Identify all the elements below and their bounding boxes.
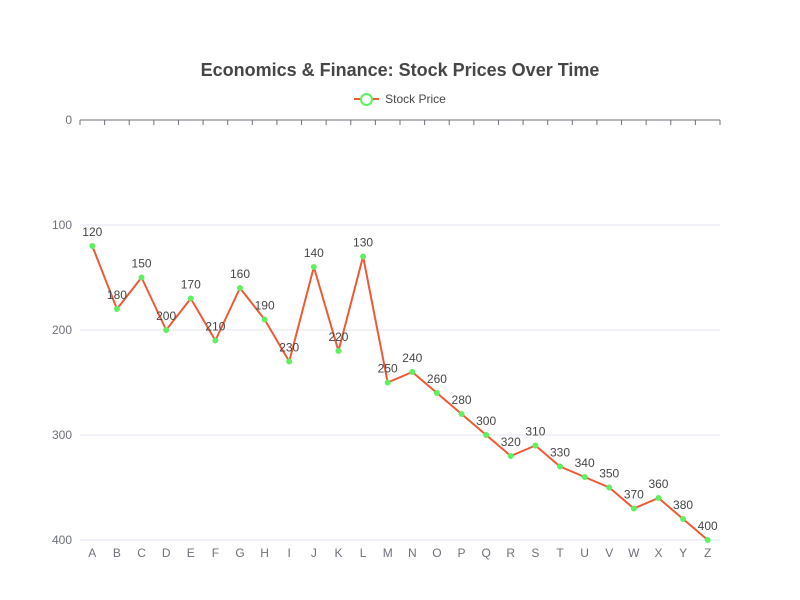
data-label: 260	[427, 372, 447, 386]
x-tick-label: Q	[481, 546, 490, 560]
x-tick-label: R	[506, 546, 515, 560]
legend-dot-icon	[360, 93, 374, 106]
x-tick-label: Y	[679, 546, 687, 560]
data-label: 280	[452, 393, 472, 407]
y-tick-label: 400	[52, 533, 72, 547]
data-point	[384, 379, 391, 386]
data-point	[606, 484, 613, 491]
data-label: 150	[132, 257, 152, 271]
x-tick-label: G	[235, 546, 244, 560]
data-label: 170	[181, 278, 201, 292]
data-point	[704, 537, 711, 543]
x-tick-label: U	[580, 546, 589, 560]
x-tick-label: W	[628, 546, 640, 560]
data-label: 230	[279, 341, 299, 355]
x-tick-label: M	[383, 546, 393, 560]
data-point	[237, 285, 243, 291]
data-label: 360	[648, 477, 668, 491]
data-point	[483, 432, 490, 438]
x-tick-label: O	[432, 546, 441, 560]
y-tick-label: 200	[52, 323, 72, 337]
series-points-layer	[89, 243, 711, 543]
data-point	[532, 442, 539, 449]
data-point	[261, 316, 268, 323]
series-line-layer	[91, 245, 709, 541]
data-point	[187, 295, 194, 302]
data-point	[655, 495, 662, 501]
data-label: 220	[328, 330, 348, 344]
data-point	[507, 453, 514, 459]
y-tick-label: 100	[52, 218, 72, 232]
data-label: 180	[107, 288, 127, 302]
data-point	[581, 474, 588, 480]
x-tick-label: V	[605, 546, 613, 560]
x-tick-label: C	[137, 546, 146, 560]
data-point	[286, 358, 293, 365]
x-tick-label: B	[113, 546, 121, 560]
x-tick-label: T	[556, 546, 564, 560]
y-tick-label: 300	[52, 428, 72, 442]
data-point	[138, 274, 145, 281]
x-tick-label: J	[311, 546, 317, 560]
y-tick-label: 0	[65, 113, 72, 127]
x-tick-label: L	[360, 546, 367, 560]
data-label: 340	[575, 456, 595, 470]
x-tick-label: F	[212, 546, 219, 560]
legend[interactable]: Stock Price	[0, 92, 800, 106]
x-tick-label: H	[260, 546, 269, 560]
legend-line-icon	[354, 92, 380, 106]
data-label: 370	[624, 488, 644, 502]
x-tick-label: S	[531, 546, 539, 560]
data-point	[310, 264, 317, 270]
data-label: 300	[476, 414, 496, 428]
x-tick-label: D	[162, 546, 171, 560]
axes: 0 100 200 300 400 A B C D E F G H I J K L M N O P Q R S T U V W X Y Z	[52, 113, 721, 560]
data-label: 240	[402, 351, 422, 365]
data-label: 200	[156, 309, 176, 323]
data-label: 130	[353, 236, 373, 250]
data-point	[433, 390, 440, 396]
grid-lines	[80, 224, 720, 541]
data-label: 160	[230, 267, 250, 281]
data-point	[113, 306, 120, 312]
series-line	[91, 245, 709, 541]
x-tick-label: N	[408, 546, 417, 560]
data-point	[557, 463, 563, 470]
chart-title: Economics & Finance: Stock Prices Over T…	[200, 60, 600, 80]
data-label: 400	[698, 519, 718, 533]
x-tick-label: I	[288, 546, 291, 560]
data-label: 310	[525, 425, 545, 439]
data-point	[680, 516, 687, 522]
data-point	[89, 243, 96, 249]
data-label: 190	[255, 299, 275, 313]
data-point	[409, 369, 416, 375]
data-label: 140	[304, 246, 324, 260]
data-label: 210	[205, 320, 225, 334]
x-tick-label: E	[187, 546, 195, 560]
data-label: 350	[599, 467, 619, 481]
data-point	[360, 253, 367, 260]
data-labels-layer: 120 180 150 200 170 210 160 190 230 140 220 130 250 2…	[82, 225, 718, 533]
data-label: 380	[673, 498, 693, 512]
x-tick-label: Z	[704, 546, 711, 560]
x-tick-label: K	[334, 546, 342, 560]
legend-label: Stock Price	[385, 92, 446, 106]
data-point	[458, 411, 465, 417]
data-label: 320	[501, 435, 521, 449]
data-point	[630, 505, 637, 512]
data-label: 250	[378, 362, 398, 376]
data-label: 330	[550, 446, 570, 460]
data-point	[163, 327, 170, 333]
x-tick-label: X	[654, 546, 662, 560]
data-label: 120	[82, 225, 102, 239]
x-tick-label: P	[458, 546, 466, 560]
x-tick-label: A	[88, 546, 96, 560]
data-point	[335, 348, 342, 354]
data-point	[212, 337, 219, 344]
